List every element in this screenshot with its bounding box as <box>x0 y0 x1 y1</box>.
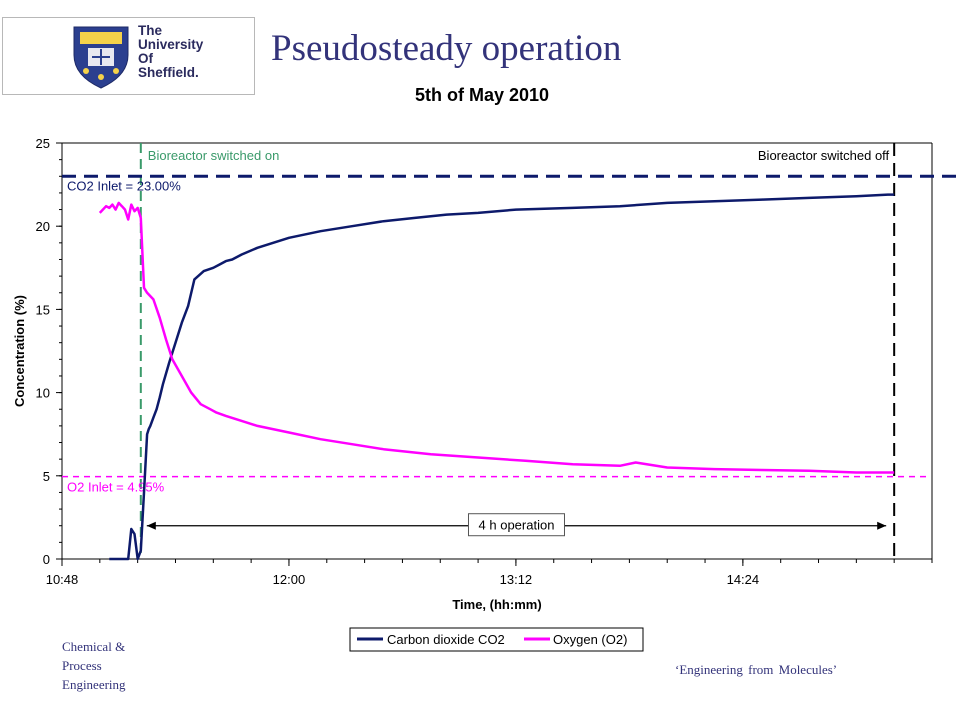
y-tick-label: 10 <box>36 386 50 401</box>
footer-line: Chemical & <box>62 639 126 654</box>
o2-inlet-label: O2 Inlet = 4.95% <box>67 480 165 495</box>
logo-line: Sheffield. <box>138 65 199 80</box>
reference-lines: Bioreactor switched on Bioreactor switche… <box>62 143 958 559</box>
x-axis-label: Time, (hh:mm) <box>452 597 541 612</box>
y-tick-label: 0 <box>43 552 50 567</box>
y-axis-label: Concentration (%) <box>12 295 27 407</box>
logo-line: University <box>138 37 204 52</box>
logo-line: The <box>138 23 163 38</box>
y-tick-label: 15 <box>36 302 50 317</box>
y-tick-label: 5 <box>43 469 50 484</box>
x-tick-label: 13:12 <box>500 572 533 587</box>
chart-annotations: 4 h operation <box>146 513 887 537</box>
slide-title: Pseudosteady operation <box>271 28 622 69</box>
footer-department: Chemical & Process Engineering <box>62 637 126 694</box>
switch-off-label: Bioreactor switched off <box>758 148 890 163</box>
legend-label-co2: Carbon dioxide CO2 <box>387 632 505 647</box>
operation-label: 4 h operation <box>479 518 555 533</box>
concentration-chart: 5th of May 2010 0 5 10 15 20 25 10:48 12:00 13:1… <box>12 85 958 652</box>
co2-series-line <box>109 193 895 561</box>
footer-line: Process <box>62 658 102 673</box>
shield-crest-icon <box>73 26 129 89</box>
logo-line: Of <box>138 51 153 66</box>
chart-legend: Carbon dioxide CO2 Oxygen (O2) <box>349 627 644 652</box>
logo-wordmark: The University Of Sheffield. <box>138 24 203 80</box>
x-tick-label: 10:48 <box>46 572 79 587</box>
chart-title: 5th of May 2010 <box>415 85 549 105</box>
footer-tagline: ‘Engineering from Molecules’ <box>675 662 838 677</box>
arrow-right-head <box>877 521 887 530</box>
chart-series <box>98 193 895 561</box>
y-tick-label: 25 <box>36 136 50 151</box>
o2-series-line <box>98 201 895 474</box>
co2-inlet-label: CO2 Inlet = 23.00% <box>67 178 181 193</box>
footer-line: Engineering <box>62 677 126 692</box>
legend-box <box>349 627 644 652</box>
chart-axes: 0 5 10 15 20 25 10:48 12:00 13:12 14:24 <box>36 136 933 587</box>
arrow-left-head <box>146 521 156 530</box>
x-tick-label: 12:00 <box>273 572 306 587</box>
y-tick-label: 20 <box>36 219 50 234</box>
switch-on-label: Bioreactor switched on <box>148 148 280 163</box>
operation-label-box <box>467 513 565 537</box>
legend-label-o2: Oxygen (O2) <box>553 632 627 647</box>
x-tick-label: 14:24 <box>727 572 760 587</box>
university-logo: The University Of Sheffield. <box>2 17 255 95</box>
